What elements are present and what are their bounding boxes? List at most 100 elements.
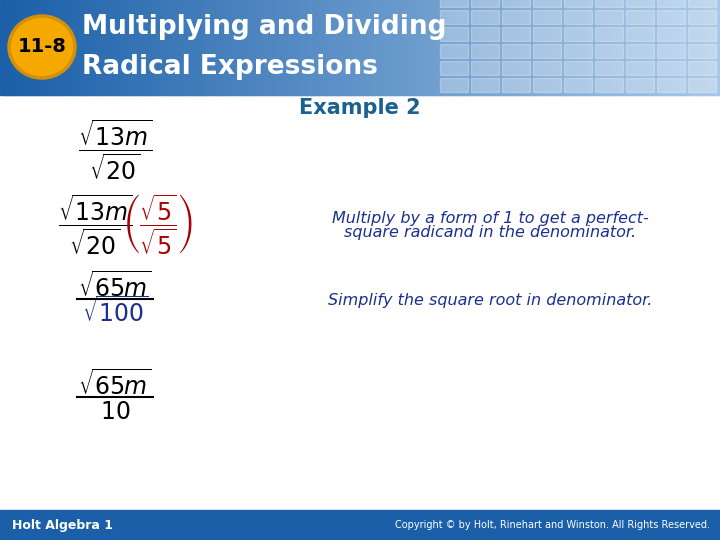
Bar (254, 0, 258, 95)
Bar (446, 0, 450, 95)
Bar (657, 0, 685, 7)
Bar (22, 0, 25, 95)
Bar (657, 0, 661, 95)
Text: $\dfrac{\sqrt{13m}}{\sqrt{20}}$: $\dfrac{\sqrt{13m}}{\sqrt{20}}$ (78, 118, 152, 182)
Bar (545, 0, 548, 95)
Bar (322, 0, 325, 95)
Bar (324, 0, 328, 95)
Bar (81, 0, 85, 95)
Bar (675, 0, 678, 95)
Bar (163, 0, 166, 95)
Bar (77, 0, 80, 95)
Bar (250, 0, 253, 95)
Bar (252, 0, 256, 95)
Bar (14, 0, 18, 95)
Bar (461, 0, 464, 95)
Bar (199, 0, 202, 95)
Bar (302, 0, 306, 95)
Bar (641, 0, 644, 95)
Bar (677, 0, 680, 95)
Bar (106, 0, 109, 95)
Bar (348, 0, 351, 95)
Bar (440, 61, 468, 75)
Bar (595, 10, 623, 24)
Bar (688, 44, 716, 58)
Bar (706, 0, 709, 95)
Bar (617, 0, 620, 95)
Bar (564, 10, 592, 24)
Bar (439, 0, 443, 95)
Bar (305, 0, 308, 95)
Bar (653, 0, 656, 95)
Bar (65, 0, 68, 95)
Bar (355, 0, 359, 95)
Bar (564, 0, 567, 95)
Bar (564, 44, 592, 58)
Bar (24, 0, 27, 95)
Bar (336, 0, 339, 95)
Bar (634, 0, 637, 95)
Ellipse shape (9, 16, 75, 78)
Bar (394, 0, 397, 95)
Bar (535, 0, 539, 95)
Bar (115, 0, 119, 95)
Bar (603, 0, 606, 95)
Bar (502, 10, 530, 24)
Bar (595, 27, 623, 41)
Bar (621, 0, 625, 95)
Bar (259, 0, 263, 95)
Bar (470, 0, 474, 95)
Bar (432, 0, 436, 95)
Bar (688, 78, 716, 92)
Bar (703, 0, 706, 95)
Bar (437, 0, 440, 95)
Bar (149, 0, 152, 95)
Bar (626, 10, 654, 24)
Bar (319, 0, 323, 95)
Bar (600, 0, 603, 95)
Bar (99, 0, 102, 95)
Bar (547, 0, 551, 95)
Bar (257, 0, 260, 95)
Bar (365, 0, 368, 95)
Bar (86, 0, 90, 95)
Text: square radicand in the denominator.: square radicand in the denominator. (344, 226, 636, 240)
Bar (595, 78, 623, 92)
Bar (130, 0, 133, 95)
Bar (331, 0, 335, 95)
Bar (382, 0, 385, 95)
Bar (423, 0, 426, 95)
Bar (353, 0, 356, 95)
Bar (427, 0, 431, 95)
Bar (2, 0, 6, 95)
Bar (341, 0, 344, 95)
Bar (454, 0, 457, 95)
Bar (204, 0, 207, 95)
Bar (310, 0, 313, 95)
Bar (117, 0, 121, 95)
Bar (456, 0, 459, 95)
Bar (168, 0, 171, 95)
Text: $\dfrac{\sqrt{13m}}{\sqrt{20}}$: $\dfrac{\sqrt{13m}}{\sqrt{20}}$ (58, 193, 132, 257)
Bar (562, 0, 565, 95)
Bar (449, 0, 452, 95)
Bar (122, 0, 126, 95)
Bar (593, 0, 596, 95)
Bar (626, 0, 630, 95)
Bar (533, 0, 536, 95)
Bar (194, 0, 198, 95)
Bar (459, 0, 462, 95)
Bar (626, 61, 654, 75)
Bar (473, 0, 476, 95)
Bar (657, 10, 685, 24)
Bar (387, 0, 390, 95)
Bar (89, 0, 92, 95)
Bar (657, 44, 685, 58)
Bar (564, 27, 592, 41)
Bar (523, 0, 526, 95)
Bar (338, 0, 342, 95)
Text: $\sqrt{65m}$: $\sqrt{65m}$ (78, 370, 152, 400)
Text: Example 2: Example 2 (300, 98, 420, 118)
Bar (533, 44, 561, 58)
Bar (567, 0, 570, 95)
